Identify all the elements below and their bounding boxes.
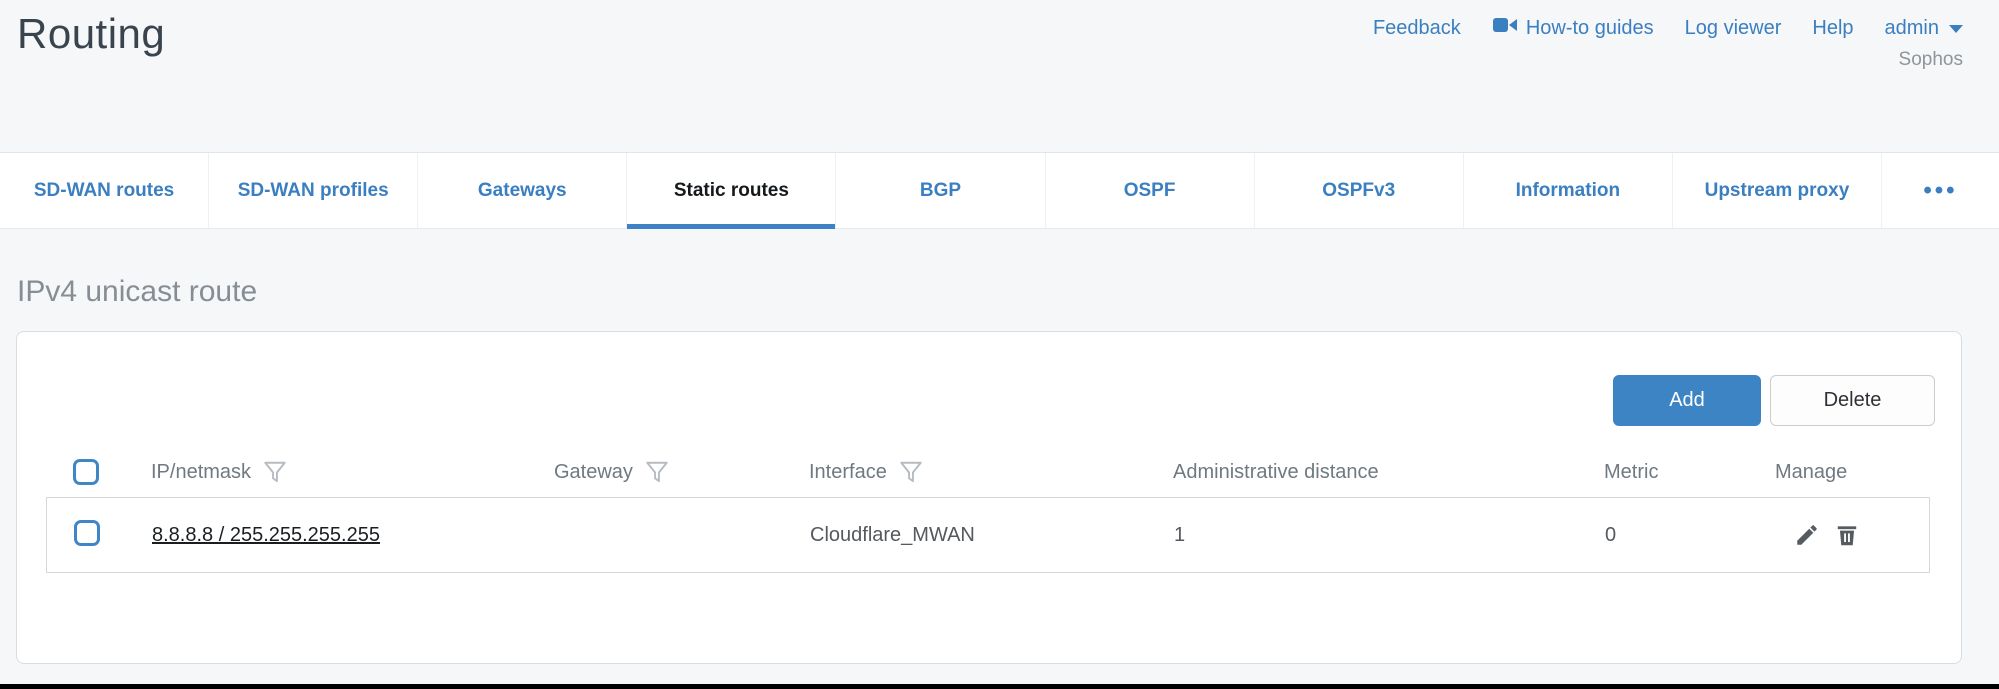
tab-ospf[interactable]: OSPF — [1044, 153, 1254, 228]
bottom-edge-bar — [0, 684, 1999, 689]
feedback-link[interactable]: Feedback — [1373, 17, 1461, 40]
tab-sdwan-profiles[interactable]: SD-WAN profiles — [208, 153, 417, 228]
pencil-icon[interactable] — [1794, 522, 1820, 548]
select-all-checkbox[interactable] — [73, 459, 99, 485]
video-camera-icon — [1492, 14, 1518, 42]
more-tabs-button[interactable]: ••• — [1880, 153, 1999, 228]
tab-bgp[interactable]: BGP — [835, 153, 1044, 228]
trash-icon[interactable] — [1834, 522, 1860, 548]
table-toolbar: Add Delete — [1613, 375, 1935, 426]
tab-information[interactable]: Information — [1462, 153, 1672, 228]
col-admin-distance: Administrative distance — [1173, 461, 1604, 484]
feedback-link-label: Feedback — [1372, 16, 1461, 39]
col-admin-distance-label: Administrative distance — [1173, 460, 1379, 483]
col-gateway: Gateway — [554, 459, 809, 486]
interface-cell: Cloudflare_MWAN — [810, 523, 975, 546]
routing-tabbar: SD-WAN routes SD-WAN profiles Gateways S… — [0, 152, 1999, 229]
tab-static-routes[interactable]: Static routes — [626, 153, 836, 229]
header-utilities: Feedback How-to guides Log viewer Help a… — [1373, 8, 1963, 71]
howto-guides-link[interactable]: How-to guides — [1492, 14, 1654, 42]
filter-funnel-icon[interactable] — [262, 459, 288, 486]
col-ip-netmask-label: IP/netmask — [151, 460, 252, 483]
col-manage-label: Manage — [1775, 460, 1848, 483]
table-row: 8.8.8.8 / 255.255.255.255 Cloudflare_MWA… — [46, 497, 1930, 573]
filter-funnel-icon[interactable] — [644, 459, 670, 486]
metric-cell: 0 — [1605, 523, 1617, 546]
filter-funnel-icon[interactable] — [898, 459, 924, 486]
col-interface-label: Interface — [809, 460, 887, 483]
tab-upstream-proxy[interactable]: Upstream proxy — [1671, 153, 1881, 228]
howto-guides-label: How-to guides — [1525, 16, 1654, 39]
row-checkbox[interactable] — [74, 519, 100, 546]
ip-netmask-link[interactable]: 8.8.8.8 / 255.255.255.255 — [152, 523, 380, 546]
tab-gateways[interactable]: Gateways — [417, 153, 626, 228]
user-menu[interactable]: admin — [1885, 17, 1963, 40]
header-links: Feedback How-to guides Log viewer Help a… — [1373, 14, 1963, 42]
tab-ospfv3[interactable]: OSPFv3 — [1253, 153, 1463, 228]
col-gateway-label: Gateway — [554, 460, 633, 483]
table-header: IP/netmask Gateway Interface — [46, 447, 1930, 497]
col-metric-label: Metric — [1604, 460, 1659, 483]
col-interface: Interface — [809, 459, 1173, 486]
admin-distance-cell: 1 — [1174, 523, 1186, 546]
col-metric: Metric — [1604, 461, 1775, 484]
help-label: Help — [1812, 16, 1854, 39]
delete-button[interactable]: Delete — [1770, 375, 1935, 426]
col-manage: Manage — [1775, 461, 1930, 484]
chevron-down-icon — [1949, 25, 1963, 33]
add-button[interactable]: Add — [1613, 375, 1761, 426]
user-menu-label: admin — [1884, 16, 1939, 39]
log-viewer-label: Log viewer — [1684, 16, 1782, 39]
brand-label: Sophos — [1898, 49, 1963, 70]
page-header: Routing Feedback How-to guides Log viewe… — [0, 0, 1999, 152]
col-ip-netmask: IP/netmask — [151, 459, 554, 486]
tab-sdwan-routes[interactable]: SD-WAN routes — [33, 179, 175, 201]
help-link[interactable]: Help — [1812, 17, 1853, 40]
page-title: Routing — [17, 10, 166, 57]
log-viewer-link[interactable]: Log viewer — [1685, 17, 1782, 40]
static-routes-card: Add Delete IP/netmask Gateway Interface — [16, 331, 1962, 664]
section-title: IPv4 unicast route — [17, 275, 258, 308]
